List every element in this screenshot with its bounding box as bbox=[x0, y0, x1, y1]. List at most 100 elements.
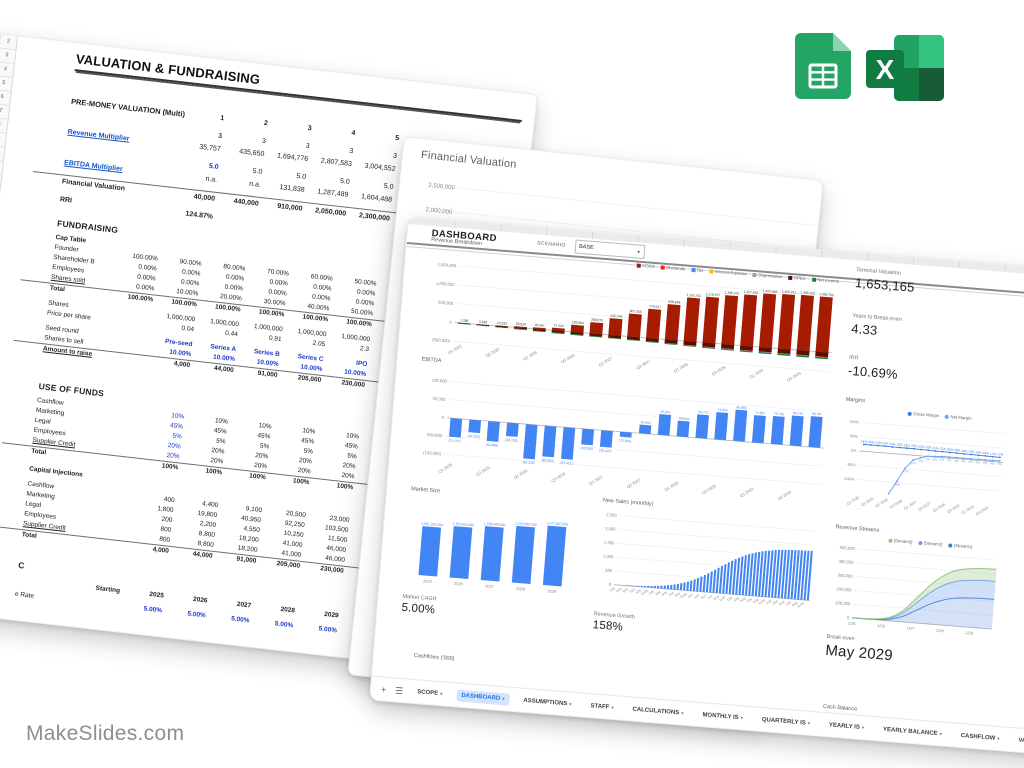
row-number: 13 bbox=[0, 187, 1, 204]
svg-text:-100%: -100% bbox=[843, 477, 855, 482]
svg-text:Q3 2025: Q3 2025 bbox=[485, 346, 501, 358]
kpi-value: -10.69% bbox=[847, 362, 899, 382]
tab-label: YEARLY IS bbox=[828, 722, 861, 731]
svg-text:X: X bbox=[876, 54, 895, 85]
cell bbox=[204, 235, 249, 250]
cell: 4 bbox=[350, 129, 356, 138]
svg-text:5/28: 5/28 bbox=[739, 597, 746, 604]
cell bbox=[185, 398, 230, 413]
svg-text:1/25: 1/25 bbox=[848, 621, 857, 627]
all-sheets-menu-icon[interactable]: ☰ bbox=[394, 685, 404, 696]
svg-text:(100,000): (100,000) bbox=[423, 450, 442, 456]
svg-text:17%: 17% bbox=[997, 452, 1004, 457]
svg-text:20%: 20% bbox=[947, 447, 954, 452]
kpi-value: May 2029 bbox=[824, 641, 894, 665]
svg-text:Q1 2025: Q1 2025 bbox=[447, 343, 463, 355]
cell bbox=[90, 453, 135, 468]
svg-text:9/25: 9/25 bbox=[635, 588, 642, 595]
sheet-tab[interactable]: VALUATION ▾ bbox=[1013, 734, 1024, 750]
svg-text:1/28: 1/28 bbox=[936, 628, 945, 634]
sheet-tab[interactable]: YEARLY BALANCE ▾ bbox=[878, 723, 948, 740]
cell: 2027 bbox=[236, 600, 252, 610]
cashflows-chart-title: Cashflows ('000) bbox=[413, 652, 455, 663]
cell bbox=[263, 491, 308, 506]
cell bbox=[307, 496, 352, 511]
add-sheet-icon[interactable]: + bbox=[380, 683, 387, 695]
svg-text:1/27: 1/27 bbox=[906, 625, 915, 631]
svg-text:19%: 19% bbox=[968, 449, 975, 454]
cell: 44,000 bbox=[213, 364, 235, 374]
cell: 2,050,000 bbox=[314, 207, 347, 218]
revenue-breakdown-card: Revenue Breakdown 1,500,000 1,000,000 500,… bbox=[422, 235, 843, 392]
cell: 3 bbox=[307, 124, 312, 133]
cell: 100.00% bbox=[345, 318, 373, 329]
chevron-down-icon: ▾ bbox=[502, 696, 505, 702]
watermark: MakeSlides.com bbox=[26, 722, 185, 745]
sheet-tab[interactable]: STAFF ▾ bbox=[585, 700, 619, 715]
svg-text:1,000: 1,000 bbox=[603, 554, 615, 560]
svg-text:5/25: 5/25 bbox=[622, 587, 629, 594]
svg-text:(54,486): (54,486) bbox=[486, 443, 499, 448]
svg-text:1,466,102: 1,466,102 bbox=[800, 290, 815, 295]
svg-text:4%: 4% bbox=[947, 458, 952, 462]
svg-text:Q3 2028: Q3 2028 bbox=[701, 483, 717, 495]
cell: 4,000 bbox=[152, 546, 170, 555]
svg-text:0: 0 bbox=[609, 582, 612, 587]
cell bbox=[121, 572, 166, 587]
svg-text:(94,335): (94,335) bbox=[522, 460, 535, 465]
chevron-down-icon: ▾ bbox=[439, 691, 443, 697]
svg-text:56,931: 56,931 bbox=[660, 410, 671, 415]
sheet-tab[interactable]: YEARLY IS ▾ bbox=[823, 719, 869, 735]
revenue-breakdown-chart: 1,500,000 1,000,000 500,000 0 (500,000) Q1 20… bbox=[422, 245, 841, 388]
cell bbox=[343, 226, 388, 244]
svg-text:50%: 50% bbox=[850, 434, 859, 439]
svg-text:(50,000): (50,000) bbox=[427, 432, 444, 438]
svg-text:1,500: 1,500 bbox=[604, 540, 616, 546]
svg-text:100,000: 100,000 bbox=[432, 377, 448, 383]
svg-text:23%: 23% bbox=[911, 444, 918, 449]
sheet-tab[interactable]: CASHFLOW ▾ bbox=[955, 730, 1005, 746]
tab-label: MONTHLY IS bbox=[702, 712, 739, 722]
svg-text:74,920: 74,920 bbox=[717, 408, 728, 413]
svg-text:21%: 21% bbox=[932, 446, 939, 451]
cell bbox=[132, 476, 177, 491]
sheet-tab[interactable]: QUARTERLY IS ▾ bbox=[756, 714, 815, 731]
svg-text:2%: 2% bbox=[932, 457, 937, 461]
sheet-tab[interactable]: ASSUMPTIONS ▾ bbox=[518, 694, 577, 711]
cell: 2029 bbox=[323, 610, 339, 620]
svg-text:1/27: 1/27 bbox=[687, 592, 694, 599]
cell bbox=[77, 567, 122, 582]
svg-text:23,944: 23,944 bbox=[640, 420, 651, 425]
cell bbox=[212, 211, 257, 229]
svg-text:20%: 20% bbox=[954, 448, 961, 453]
tab-label: YEARLY BALANCE bbox=[882, 726, 938, 738]
svg-text:9/27: 9/27 bbox=[713, 594, 720, 601]
cell bbox=[98, 388, 143, 403]
svg-text:Q1 2026: Q1 2026 bbox=[875, 498, 889, 508]
svg-text:1/25: 1/25 bbox=[609, 586, 616, 593]
svg-text:76,742: 76,742 bbox=[774, 412, 785, 417]
svg-text:(13,645): (13,645) bbox=[619, 438, 632, 443]
cell: 230,000 bbox=[341, 379, 366, 389]
svg-text:3/29: 3/29 bbox=[772, 599, 779, 606]
svg-text:445,736: 445,736 bbox=[610, 314, 622, 319]
sheet-tab[interactable]: CALCULATIONS ▾ bbox=[627, 703, 689, 720]
svg-text:18%: 18% bbox=[983, 451, 990, 456]
svg-text:3/26: 3/26 bbox=[654, 590, 661, 597]
svg-text:Q1 2028: Q1 2028 bbox=[663, 480, 679, 492]
cell bbox=[74, 597, 119, 612]
cell: 91,000 bbox=[236, 555, 257, 565]
cell: 100.00% bbox=[258, 308, 285, 319]
svg-text:2025: 2025 bbox=[423, 578, 433, 584]
kpi-years-to-breakeven: Years to Break-even 4.33 bbox=[851, 313, 902, 340]
chevron-down-icon: ▾ bbox=[740, 715, 744, 721]
svg-text:18%: 18% bbox=[975, 450, 982, 455]
svg-text:2026: 2026 bbox=[454, 581, 464, 587]
sheet-tab[interactable]: DASHBOARD ▾ bbox=[455, 689, 510, 706]
svg-text:Q1 2025: Q1 2025 bbox=[846, 496, 860, 506]
tab-label: QUARTERLY IS bbox=[761, 717, 806, 727]
sheet-tab[interactable]: MONTHLY IS ▾ bbox=[697, 709, 748, 725]
svg-text:2029: 2029 bbox=[547, 588, 557, 594]
sheet-tab[interactable]: SCOPE ▾ bbox=[412, 686, 448, 701]
